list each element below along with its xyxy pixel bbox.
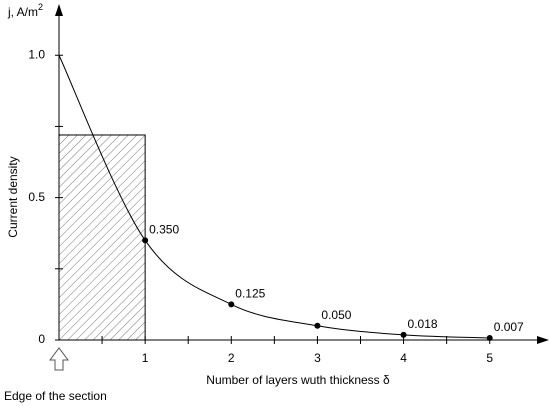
y-axis-unit: j, A/m2	[7, 2, 43, 19]
x-tick-label: 1	[142, 351, 149, 365]
value-label: 0.050	[321, 308, 351, 322]
value-label: 0.125	[235, 287, 265, 301]
y-tick-label: 1.0	[28, 47, 45, 61]
shaded-area	[58, 134, 146, 341]
data-point	[486, 335, 493, 342]
x-tick-label: 4	[400, 351, 407, 365]
y-tick-label: 0	[38, 332, 45, 346]
value-label: 0.350	[149, 223, 179, 237]
edge-arrow	[49, 347, 69, 371]
data-point	[400, 331, 407, 338]
x-tick-label: 3	[314, 351, 321, 365]
x-axis-label: Number of layers wuth thickness δ	[206, 373, 390, 387]
y-axis-label: Current density	[6, 156, 20, 237]
y-tick-label: 0.5	[28, 190, 45, 204]
y-axis-arrow	[55, 4, 63, 16]
data-point	[142, 237, 149, 244]
value-label: 0.007	[494, 320, 524, 334]
x-tick-label: 2	[228, 351, 235, 365]
value-label: 0.018	[408, 317, 438, 331]
x-tick-label: 5	[486, 351, 493, 365]
data-point	[228, 301, 235, 308]
data-point	[314, 322, 321, 329]
x-axis-arrow	[537, 336, 549, 344]
annotation: Edge of the section	[4, 389, 107, 403]
